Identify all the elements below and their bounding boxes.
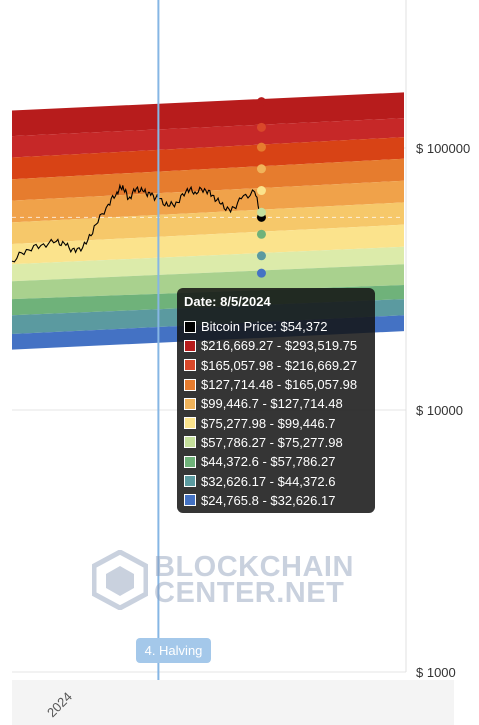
band-hover-point bbox=[256, 97, 266, 107]
tooltip-swatch bbox=[184, 378, 196, 391]
blockchain-cube-icon bbox=[92, 550, 148, 610]
tooltip-row: $24,765.8 - $32,626.17 bbox=[184, 491, 368, 510]
rainbow-band bbox=[12, 92, 404, 137]
band-hover-point bbox=[256, 251, 266, 261]
band-hover-point bbox=[256, 164, 266, 174]
watermark-center: CENTER bbox=[154, 577, 277, 609]
tooltip-row: $216,669.27 - $293,519.75 bbox=[184, 336, 368, 355]
tooltip-swatch bbox=[184, 320, 196, 333]
tooltip-row-text: $44,372.6 - $57,786.27 bbox=[201, 454, 336, 470]
band-hover-point bbox=[256, 268, 266, 278]
halving-label[interactable]: 4. Halving bbox=[136, 638, 211, 663]
band-hover-point bbox=[256, 122, 266, 132]
tooltip-swatch bbox=[184, 436, 196, 449]
tooltip: Date: 8/5/2024 Bitcoin Price: $54,372 $21… bbox=[177, 288, 375, 513]
band-hover-point bbox=[256, 207, 266, 217]
x-axis-strip bbox=[12, 680, 454, 725]
band-hover-point bbox=[256, 142, 266, 152]
tooltip-row: $32,626.17 - $44,372.6 bbox=[184, 471, 368, 490]
tooltip-row-text: $99,446.7 - $127,714.48 bbox=[201, 396, 343, 412]
tooltip-swatch bbox=[184, 397, 196, 410]
rainbow-band bbox=[12, 118, 404, 158]
tooltip-title: Date: 8/5/2024 bbox=[184, 294, 271, 309]
tooltip-swatch bbox=[184, 339, 196, 352]
band-hover-point bbox=[256, 229, 266, 239]
rainbow-band bbox=[12, 180, 404, 223]
tooltip-row: Bitcoin Price: $54,372 bbox=[184, 317, 368, 336]
tooltip-swatch bbox=[184, 455, 196, 468]
tooltip-row: $99,446.7 - $127,714.48 bbox=[184, 394, 368, 413]
tooltip-row: $57,786.27 - $75,277.98 bbox=[184, 433, 368, 452]
rainbow-band bbox=[12, 137, 404, 180]
tooltip-row-text: $57,786.27 - $75,277.98 bbox=[201, 434, 343, 450]
rainbow-band bbox=[12, 246, 404, 282]
y-tick-label: $ 1000 bbox=[416, 665, 456, 680]
tooltip-swatch bbox=[184, 417, 196, 430]
watermark-net: .NET bbox=[276, 577, 345, 609]
watermark-line2: CENTER.NET bbox=[154, 578, 344, 608]
tooltip-row-text: $165,057.98 - $216,669.27 bbox=[201, 357, 358, 373]
tooltip-row: $44,372.6 - $57,786.27 bbox=[184, 452, 368, 471]
tooltip-rows: Bitcoin Price: $54,372 $216,669.27 - $293… bbox=[184, 317, 368, 510]
tooltip-swatch bbox=[184, 475, 196, 488]
tooltip-row-text: $127,714.48 - $165,057.98 bbox=[201, 377, 358, 393]
price-series bbox=[11, 97, 404, 278]
rainbow-band bbox=[12, 202, 404, 245]
tooltip-row-text: $216,669.27 - $293,519.75 bbox=[201, 338, 358, 354]
tooltip-row-text: $32,626.17 - $44,372.6 bbox=[201, 473, 336, 489]
tooltip-row: $127,714.48 - $165,057.98 bbox=[184, 375, 368, 394]
rainbow-band bbox=[12, 224, 404, 265]
y-axis: $ 100000 $ 10000 $ 1000 bbox=[416, 141, 470, 680]
watermark-line1: BLOCKCHAIN bbox=[154, 551, 354, 583]
tooltip-swatch bbox=[184, 359, 196, 372]
watermark-logo: BLOCKCHAIN CENTER.NET bbox=[92, 548, 353, 614]
tooltip-row-text: Bitcoin Price: $54,372 bbox=[201, 319, 328, 335]
price-line bbox=[11, 183, 263, 263]
tooltip-row-text: $24,765.8 - $32,626.17 bbox=[201, 492, 336, 508]
rainbow-band bbox=[12, 158, 404, 201]
tooltip-row: $165,057.98 - $216,669.27 bbox=[184, 356, 368, 375]
y-tick-label: $ 100000 bbox=[416, 141, 470, 156]
band-hover-point bbox=[256, 186, 266, 196]
tooltip-swatch bbox=[184, 494, 196, 507]
tooltip-row-text: $75,277.98 - $99,446.7 bbox=[201, 415, 336, 431]
tooltip-row: $75,277.98 - $99,446.7 bbox=[184, 413, 368, 432]
y-tick-label: $ 10000 bbox=[416, 403, 463, 418]
rainbow-band bbox=[12, 264, 404, 300]
grid-lines bbox=[12, 0, 454, 725]
